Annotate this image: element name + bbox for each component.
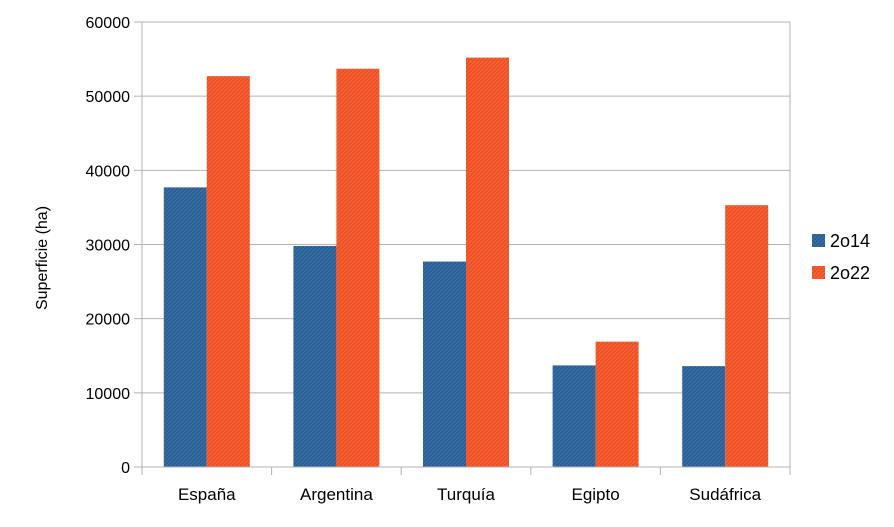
bar-2o14-sudáfrica (682, 366, 726, 467)
y-tick-label: 10000 (86, 386, 131, 403)
x-tick-label: España (178, 485, 236, 504)
bar-2o22-españa (206, 76, 250, 468)
bar-2o14-egipto (552, 365, 596, 467)
legend-swatch (812, 234, 825, 247)
y-tick-label: 40000 (86, 163, 131, 180)
legend-label: 2o14 (830, 231, 870, 251)
x-tick-label: Turquía (437, 485, 496, 504)
bar-2o22-sudáfrica (725, 205, 769, 468)
axes: 0 10000 20000 30000 40000 50000 60000 España Arg… (86, 15, 791, 504)
y-tick-label: 30000 (86, 238, 131, 255)
x-tick-label: Argentina (300, 485, 373, 504)
y-tick-label: 50000 (86, 89, 131, 106)
bar-2o22-egipto (595, 341, 639, 467)
bar-2o22-argentina (336, 68, 380, 467)
y-tick-label: 60000 (86, 15, 131, 32)
bar-2o14-argentina (293, 245, 337, 467)
x-tick-label: Sudáfrica (689, 485, 761, 504)
bars (163, 57, 769, 468)
y-tick-label: 20000 (86, 312, 131, 329)
y-tick-label: 0 (121, 460, 130, 477)
legend: 2o14 2o22 (812, 231, 870, 283)
legend-label: 2o22 (830, 263, 870, 283)
y-axis-label: Superficie (ha) (34, 206, 51, 310)
x-tick-label: Egipto (571, 485, 619, 504)
plot-frame (141, 21, 791, 468)
bar-2o14-españa (163, 187, 207, 467)
legend-swatch (812, 266, 825, 279)
bar-2o14-turquía (423, 261, 466, 467)
bar-2o22-turquía (466, 57, 509, 467)
